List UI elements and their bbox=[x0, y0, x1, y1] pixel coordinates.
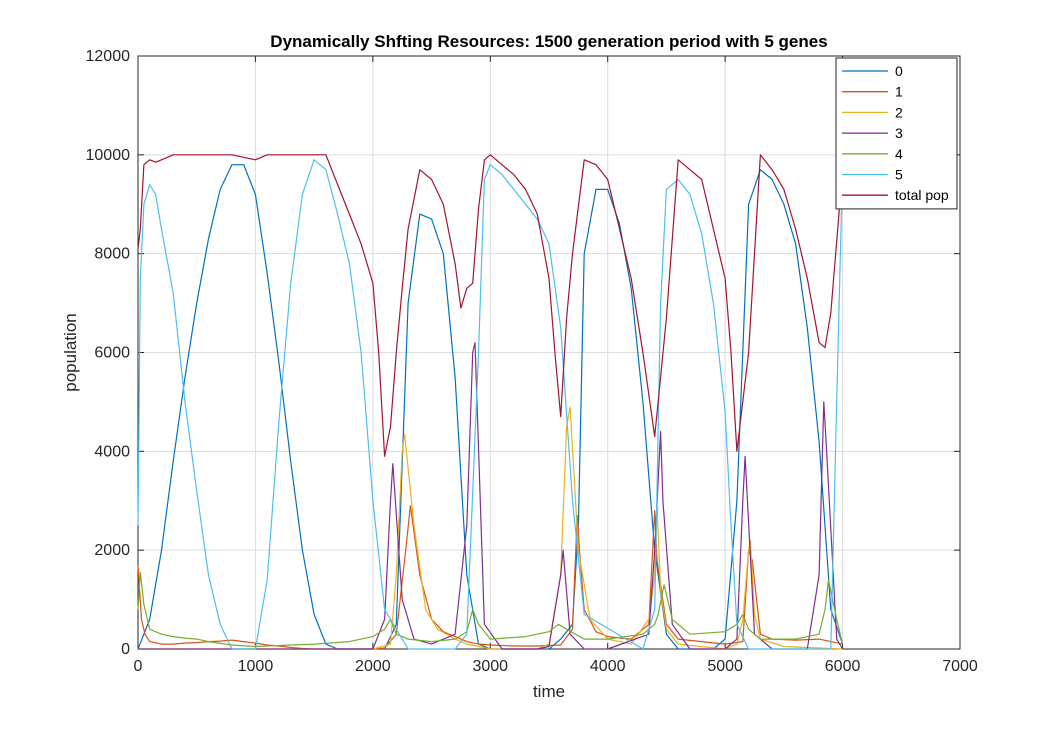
y-tick-label: 0 bbox=[121, 641, 130, 658]
y-tick-label: 6000 bbox=[94, 345, 130, 362]
legend-label-2: 2 bbox=[895, 104, 903, 120]
x-tick-label: 3000 bbox=[472, 658, 508, 675]
y-tick-label: 12000 bbox=[86, 48, 131, 65]
legend-label-3: 3 bbox=[895, 125, 903, 141]
x-tick-label: 4000 bbox=[590, 658, 626, 675]
y-tick-label: 10000 bbox=[86, 147, 131, 164]
chart-title: Dynamically Shfting Resources: 1500 gene… bbox=[270, 32, 827, 51]
x-tick-label: 7000 bbox=[942, 658, 978, 675]
series-line-5 bbox=[137, 159, 844, 650]
series-line-4 bbox=[137, 571, 844, 648]
y-tick-label: 8000 bbox=[94, 246, 130, 263]
x-tick-label: 6000 bbox=[825, 658, 861, 675]
legend-label-0: 0 bbox=[895, 63, 903, 79]
series-line-1 bbox=[137, 505, 843, 650]
x-axis-label: time bbox=[533, 682, 565, 701]
x-tick-label: 0 bbox=[134, 658, 143, 675]
axis-ticks: 0 1000 2000 3000 4000 5000 6000 7000 0 2000 4000 60… bbox=[86, 48, 978, 675]
legend-label-1: 1 bbox=[895, 84, 903, 100]
series-layer bbox=[137, 154, 844, 650]
x-tick-label: 2000 bbox=[355, 658, 391, 675]
y-axis-label: population bbox=[61, 313, 80, 391]
x-tick-label: 5000 bbox=[707, 658, 743, 675]
x-tick-label: 1000 bbox=[238, 658, 274, 675]
y-tick-label: 2000 bbox=[94, 542, 130, 559]
y-tick-label: 4000 bbox=[94, 443, 130, 460]
legend: 0 1 2 3 4 5 total pop bbox=[835, 57, 958, 210]
legend-label-total-pop: total pop bbox=[895, 187, 949, 203]
legend-label-4: 4 bbox=[895, 146, 903, 162]
legend-label-5: 5 bbox=[895, 167, 903, 183]
series-line-total-pop bbox=[137, 154, 844, 457]
